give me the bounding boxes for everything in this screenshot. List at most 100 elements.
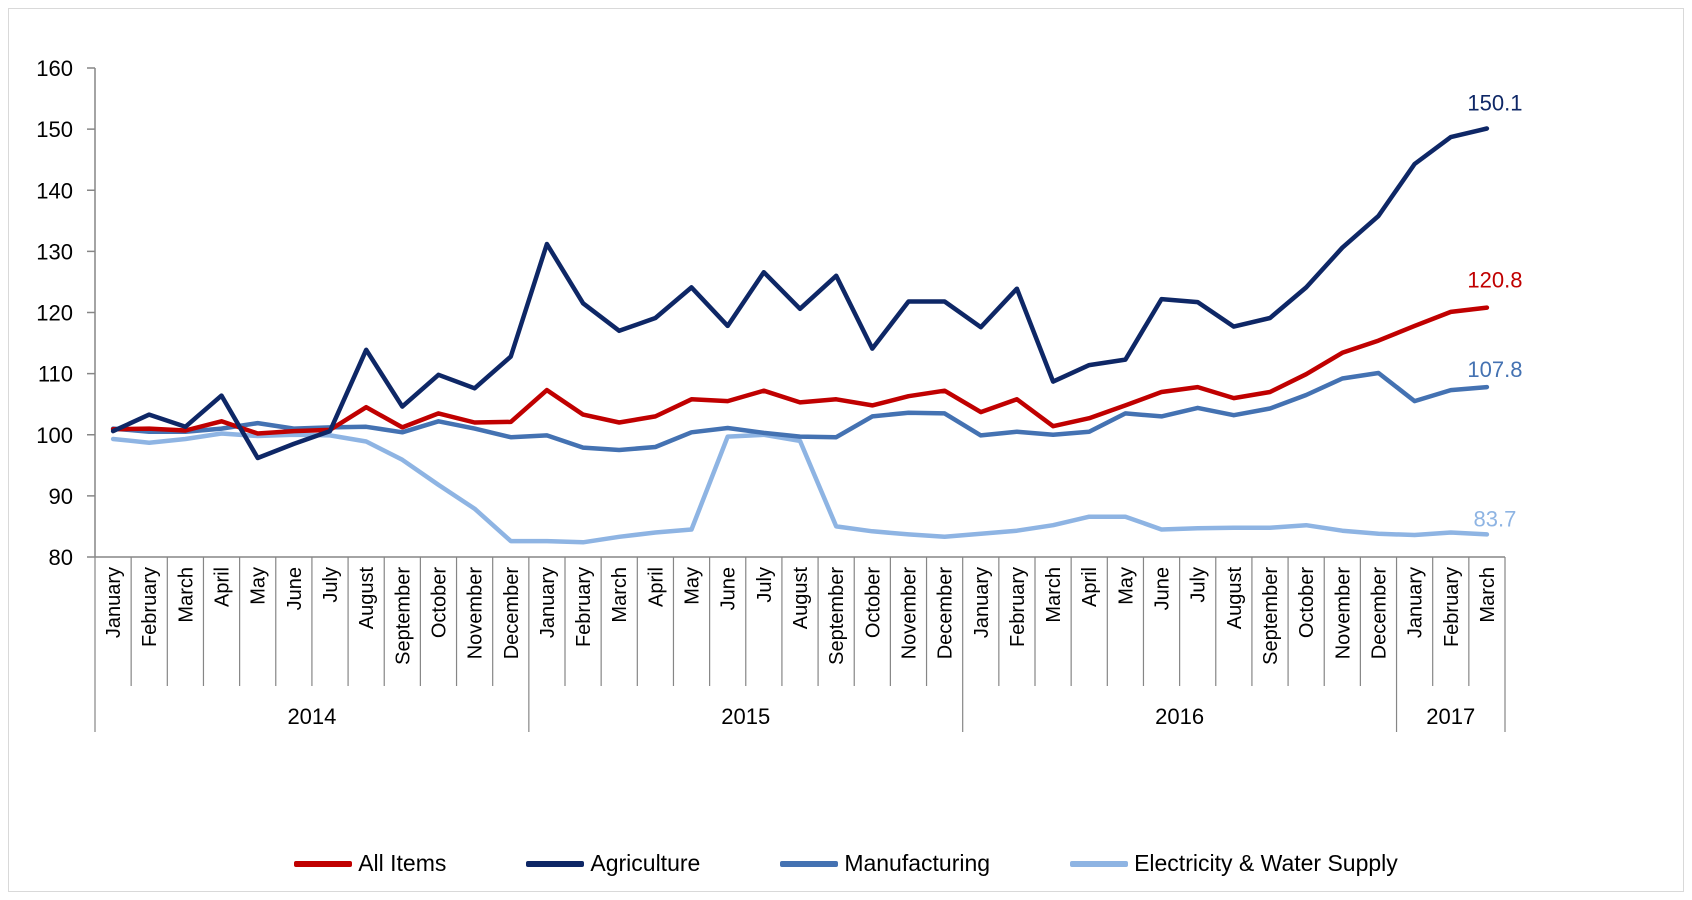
data-point [1449, 310, 1453, 314]
legend-item-agriculture: Agriculture [526, 850, 700, 877]
data-point [617, 329, 621, 333]
x-tick-label: May [682, 567, 704, 605]
data-point [581, 540, 585, 544]
data-point [1160, 297, 1164, 301]
data-point [943, 535, 947, 539]
data-point [256, 434, 260, 438]
x-tick-label: March [175, 567, 197, 623]
legend-swatch-agriculture [526, 860, 585, 867]
x-tick-label: January [103, 567, 125, 638]
data-point [1196, 406, 1200, 410]
legend-swatch-all-items [294, 860, 353, 867]
data-point [1376, 371, 1380, 375]
data-point [436, 373, 440, 377]
data-point [183, 430, 187, 434]
data-point [1268, 526, 1272, 530]
data-point [220, 427, 224, 431]
data-point [1015, 287, 1019, 291]
data-point [1051, 523, 1055, 527]
y-tick-label: 90 [49, 484, 73, 509]
data-point [1123, 403, 1127, 407]
x-tick-label: June [718, 567, 740, 610]
data-point [111, 427, 115, 431]
data-point [762, 270, 766, 274]
data-point [581, 301, 585, 305]
legend-item-electricity-water: Electricity & Water Supply [1070, 850, 1398, 877]
x-tick-label: September [826, 567, 848, 665]
x-tick-label: June [284, 567, 306, 610]
x-tick-label: May [1115, 567, 1137, 605]
y-tick-label: 120 [36, 301, 73, 326]
data-point [653, 531, 657, 535]
data-point [1449, 388, 1453, 392]
data-point [690, 285, 694, 289]
data-point [509, 355, 513, 359]
y-tick-label: 140 [36, 178, 73, 203]
data-point [147, 430, 151, 434]
data-point [328, 429, 332, 433]
data-point [1232, 526, 1236, 530]
data-point [690, 430, 694, 434]
data-point [545, 539, 549, 543]
data-point [220, 432, 224, 436]
x-tick-label: April [1079, 567, 1101, 607]
data-point [798, 435, 802, 439]
data-point [1015, 397, 1019, 401]
data-point [292, 427, 296, 431]
data-point [1123, 515, 1127, 519]
legend: All Items Agriculture Manufacturing Elec… [0, 850, 1692, 877]
x-tick-label: November [465, 567, 487, 660]
data-point [1413, 324, 1417, 328]
data-point [473, 386, 477, 390]
data-point [726, 435, 730, 439]
x-tick-label: January [971, 567, 993, 638]
legend-item-manufacturing: Manufacturing [780, 850, 990, 877]
data-point [690, 397, 694, 401]
legend-label-manufacturing: Manufacturing [844, 850, 991, 876]
data-point [256, 421, 260, 425]
data-point [1051, 380, 1055, 384]
data-point [617, 535, 621, 539]
data-point [509, 539, 513, 543]
data-point [473, 421, 477, 425]
data-point [1304, 523, 1308, 527]
x-tick-label: November [1332, 567, 1354, 660]
data-point [364, 425, 368, 429]
data-point [1376, 214, 1380, 218]
data-point [943, 411, 947, 415]
data-point [1268, 390, 1272, 394]
legend-label-all-items: All Items [358, 850, 447, 876]
data-point [1015, 529, 1019, 533]
x-tick-label: December [935, 567, 957, 660]
data-point [183, 425, 187, 429]
data-point [400, 430, 404, 434]
y-tick-label: 150 [36, 117, 73, 142]
data-point [436, 411, 440, 415]
legend-label-electricity-water: Electricity & Water Supply [1134, 850, 1398, 876]
data-point [256, 456, 260, 460]
data-point [183, 437, 187, 441]
data-point [545, 242, 549, 246]
data-point [1376, 339, 1380, 343]
data-point [111, 437, 115, 441]
data-point [979, 410, 983, 414]
data-point [906, 532, 910, 536]
data-point [870, 403, 874, 407]
data-point [653, 316, 657, 320]
data-point [1196, 526, 1200, 530]
data-point [726, 399, 730, 403]
data-point [834, 397, 838, 401]
x-tick-label: June [1152, 567, 1174, 610]
data-point [726, 324, 730, 328]
data-point [1087, 363, 1091, 367]
end-data-label: 107.8 [1467, 357, 1522, 382]
data-point [1340, 246, 1344, 250]
data-point [364, 439, 368, 443]
data-point [1268, 406, 1272, 410]
x-tick-label: February [1441, 567, 1463, 647]
data-point [653, 414, 657, 418]
x-tick-label: April [212, 567, 234, 607]
end-data-label: 120.8 [1467, 268, 1522, 293]
x-tick-label: March [1477, 567, 1499, 623]
data-point [1123, 411, 1127, 415]
